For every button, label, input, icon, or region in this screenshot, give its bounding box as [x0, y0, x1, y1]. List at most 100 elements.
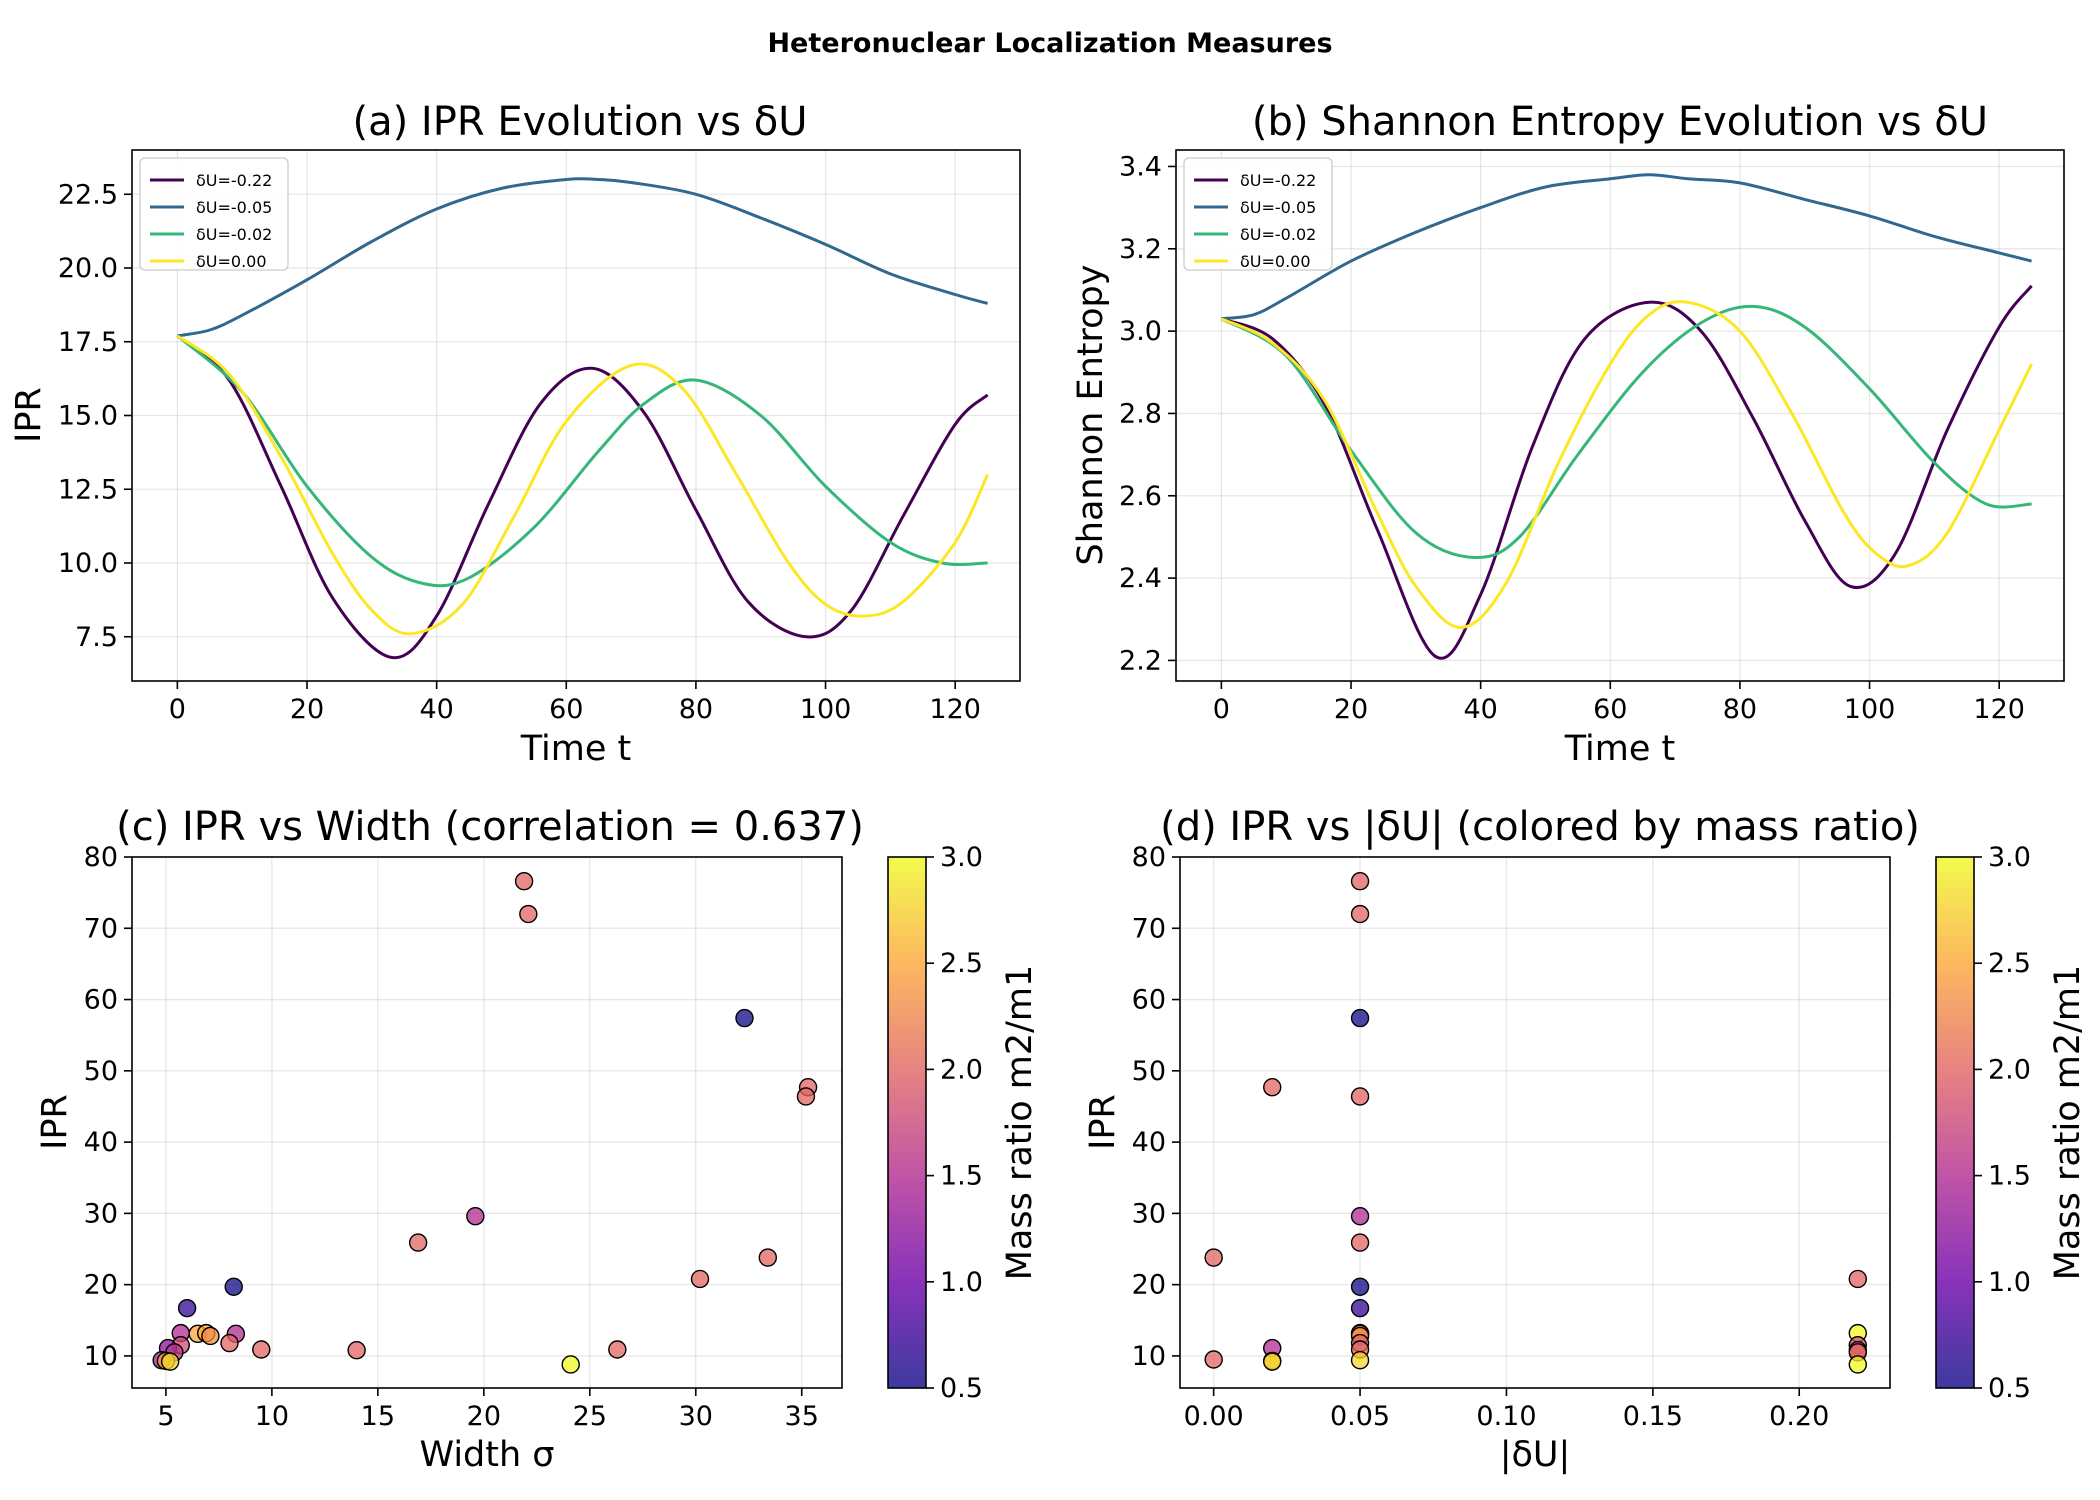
panel-c-xticks: 5 10 15 20 25 30 35 [157, 1388, 819, 1432]
panel-b-xtick-label: 0 [1213, 694, 1230, 725]
panel-d-scatter-point [1204, 1350, 1223, 1369]
panel-b-yticks: 2.2 2.4 2.6 2.8 3.0 3.2 3.4 [1119, 151, 1176, 676]
panel-c-xtick-label: 15 [361, 1401, 395, 1432]
panel-d-colorbar-tick-label: 1.0 [1988, 1267, 2031, 1298]
panel-a-title: (a) IPR Evolution vs δU [352, 99, 807, 145]
panel-d-scatter-point [1350, 904, 1370, 924]
panel-c-scatter-point [201, 1326, 220, 1346]
panel-a-ytick-label: 22.5 [58, 179, 118, 210]
panel-c-ytick-label: 30 [84, 1198, 118, 1229]
panel-c-grid [132, 856, 842, 1388]
panel-d-scatter-point [1350, 1298, 1370, 1318]
panel-b: (b) Shannon Entropy Evolution vs δU 0 20 4… [1071, 99, 2065, 769]
panel-d-xtick-label: 0.15 [1623, 1401, 1683, 1432]
panel-b-series-line [1221, 173, 2032, 321]
panel-b-ytick-label: 2.6 [1119, 481, 1162, 512]
panel-d-ytick-label: 70 [1132, 913, 1166, 944]
panel-d-scatter-point [1350, 1008, 1370, 1028]
panel-b-xtick-label: 100 [1844, 694, 1896, 725]
panel-d-colorbar: 0.5 1.0 1.5 2.0 2.5 3.0 Mass ratio m2/m1 [1935, 842, 2088, 1404]
panel-a-series-line [176, 334, 989, 660]
panel-a-series-line [176, 334, 989, 636]
panel-d-colorbar-tick-label: 0.5 [1988, 1373, 2031, 1404]
panel-d-xlabel: |δU| [1500, 1435, 1571, 1475]
panel-b-legend-label: δU=-0.05 [1240, 198, 1316, 217]
panel-c-frame [131, 856, 843, 1389]
panel-d-ylabel: IPR [1083, 1094, 1123, 1150]
panel-c-scatter-point [690, 1269, 710, 1289]
panel-b-legend-label: δU=-0.02 [1240, 225, 1316, 244]
panel-a-legend: δU=-0.22 δU=-0.05 δU=-0.02 δU=0.00 [139, 157, 289, 271]
panel-b-series-line [1220, 304, 2032, 560]
panel-b-xticks: 0 20 40 60 80 100 120 [1213, 681, 2025, 725]
panel-b-xtick-label: 80 [1723, 694, 1757, 725]
panel-d-xtick-label: 0.10 [1476, 1401, 1536, 1432]
panel-a-series-line [177, 177, 989, 338]
panel-d-xtick-label: 0.20 [1769, 1401, 1829, 1432]
panel-a-ytick-label: 10.0 [58, 548, 118, 579]
panel-c-ytick-label: 20 [84, 1270, 118, 1301]
panel-b-ytick-label: 2.8 [1119, 398, 1162, 429]
panel-d-ytick-label: 40 [1132, 1127, 1166, 1158]
panel-b-ytick-label: 2.4 [1119, 563, 1162, 594]
panel-c-xtick-label: 35 [785, 1401, 819, 1432]
panel-b-series-line [1220, 284, 2033, 660]
panel-c-scatter-point [608, 1340, 627, 1359]
panel-c-plot [152, 872, 818, 1374]
panel-a-xtick-label: 0 [169, 694, 186, 725]
panel-a-xtick-label: 60 [549, 694, 583, 725]
panel-c-xtick-label: 5 [157, 1401, 174, 1432]
panel-b-ytick-label: 3.4 [1119, 151, 1162, 182]
panel-c-colorbar: 0.5 1.0 1.5 2.0 2.5 3.0 Mass ratio m2/m1 [887, 842, 1040, 1404]
panel-c-scatter-point [758, 1248, 778, 1267]
panel-b-xtick-label: 120 [1973, 694, 2025, 725]
panel-c-colorbar-tick-label: 2.0 [940, 1054, 983, 1085]
panel-d-ytick-label: 30 [1132, 1198, 1166, 1229]
panel-c-scatter-point [408, 1233, 428, 1252]
panel-a-xtick-label: 20 [290, 694, 324, 725]
panel-b-ytick-label: 3.0 [1119, 316, 1162, 347]
panel-a-xlabel: Time t [520, 729, 632, 769]
panel-d-xtick-label: 0.00 [1184, 1401, 1244, 1432]
panel-c-scatter-point [796, 1087, 816, 1106]
panel-a-ytick-label: 17.5 [58, 327, 118, 358]
panel-d-ytick-label: 10 [1132, 1341, 1166, 1372]
panel-d-colorbar-tick-label: 3.0 [1988, 842, 2031, 873]
panel-d-colorbar-label: Mass ratio m2/m1 [2048, 965, 2088, 1281]
panel-d-frame [1179, 856, 1891, 1389]
panel-a-xtick-label: 100 [800, 694, 852, 725]
panel-c-scatter-point [519, 904, 538, 924]
panel-a: (a) IPR Evolution vs δU 0 20 40 60 80 100 120 … [9, 99, 1021, 769]
panel-d-scatter-point [1848, 1269, 1867, 1289]
panel-c-xtick-label: 30 [679, 1401, 713, 1432]
panel-a-plot [176, 177, 989, 660]
panel-a-yticks: 7.5 10.0 12.5 15.0 17.5 20.0 22.5 [58, 179, 132, 653]
panel-b-xtick-label: 60 [1593, 694, 1627, 725]
panel-d-ytick-label: 60 [1132, 985, 1166, 1016]
panel-b-series-line [1220, 300, 2033, 630]
panel-a-legend-label: δU=-0.02 [196, 225, 272, 244]
panel-c-scatter-point [514, 872, 534, 891]
panel-d-ytick-label: 20 [1132, 1270, 1166, 1301]
panel-b-title: (b) Shannon Entropy Evolution vs δU [1252, 99, 1988, 145]
panel-a-ylabel: IPR [9, 387, 49, 443]
panel-c-ytick-label: 10 [84, 1341, 118, 1372]
panel-a-ytick-label: 20.0 [58, 253, 118, 284]
panel-a-ytick-label: 15.0 [58, 401, 118, 432]
panel-d-scatter-point [1350, 1351, 1370, 1370]
panel-d-title: (d) IPR vs |δU| (colored by mass ratio) [1160, 804, 1920, 850]
panel-c-colorbar-tick-label: 3.0 [940, 842, 983, 873]
panel-b-xtick-label: 20 [1334, 694, 1368, 725]
panel-d-scatter-point [1350, 1277, 1370, 1296]
panel-a-ytick-label: 12.5 [58, 474, 118, 505]
panel-a-xtick-label: 40 [419, 694, 453, 725]
panel-c-title: (c) IPR vs Width (correlation = 0.637) [116, 804, 864, 850]
panel-d: (d) IPR vs |δU| (colored by mass ratio) … [1083, 804, 2088, 1475]
panel-d-scatter-point [1263, 1078, 1282, 1097]
panel-a-ytick-label: 7.5 [75, 622, 118, 653]
panel-b-ytick-label: 2.2 [1119, 645, 1162, 676]
panel-c-ytick-label: 80 [84, 842, 118, 873]
panel-c-scatter-point [735, 1008, 754, 1028]
panel-d-colorbar-tick-label: 2.0 [1988, 1054, 2031, 1085]
panel-d-colorbar-tick-label: 2.5 [1988, 948, 2031, 979]
